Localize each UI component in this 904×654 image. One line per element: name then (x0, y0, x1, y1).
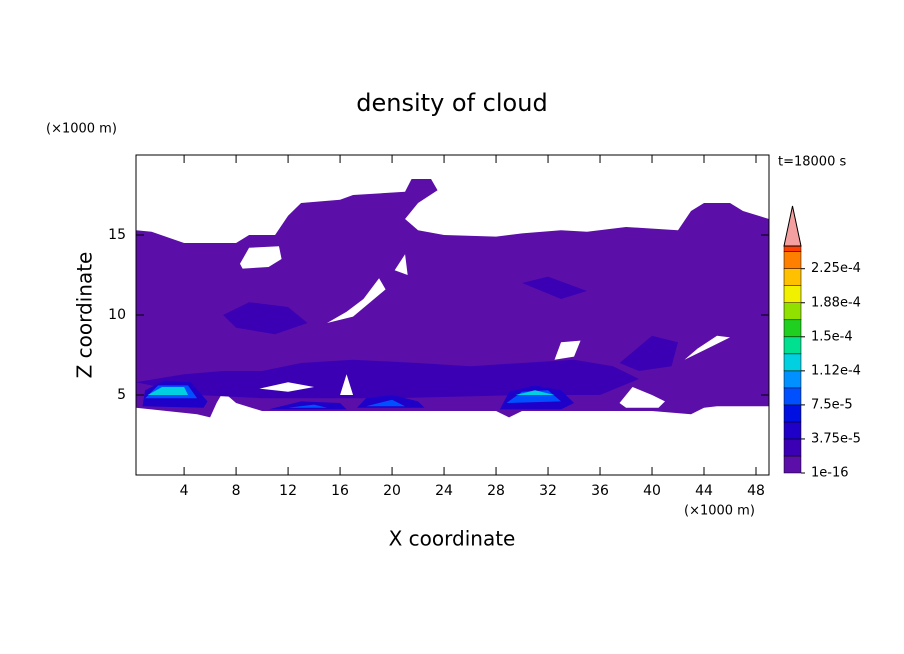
time-label: t=18000 s (778, 155, 846, 170)
colorbar-tick-label: 1.5e-4 (811, 329, 853, 344)
colorbar-band (783, 285, 802, 304)
x-tick-label: 8 (232, 483, 241, 499)
contour-region (136, 179, 769, 418)
chart-title: density of cloud (356, 89, 547, 117)
colorbar-tick-label: 1.12e-4 (811, 363, 861, 378)
colorbar-band (783, 370, 802, 389)
contour-region (522, 276, 588, 299)
empty-region (259, 382, 315, 392)
colorbar-band (783, 268, 802, 286)
colorbar-tick-label: 3.75e-5 (811, 431, 861, 446)
empty-region (340, 374, 354, 395)
colorbar-extend (783, 205, 802, 247)
colorbar-band (783, 404, 802, 423)
colorbar-band (783, 245, 802, 252)
colorbar-band (783, 251, 802, 269)
colorbar-tick-label: 1e-16 (811, 466, 849, 481)
x-tick-label: 16 (331, 483, 349, 499)
empty-region (619, 387, 666, 408)
contour-region (288, 404, 328, 408)
colorbar-band (783, 319, 802, 338)
y-tick-label: 10 (108, 307, 126, 323)
x-tick-label: 12 (279, 483, 297, 499)
y-axis-title: Z coordinate (73, 252, 97, 379)
y-unit: (×1000 m) (46, 122, 117, 137)
x-tick-label: 4 (180, 483, 189, 499)
colorbar-band (783, 336, 802, 355)
colorbar-tick-label: 2.25e-4 (811, 261, 861, 276)
empty-region (394, 254, 408, 275)
x-tick-label: 20 (383, 483, 401, 499)
colorbar-band (783, 438, 802, 457)
y-tick-label: 5 (117, 387, 126, 403)
x-unit: (×1000 m) (684, 504, 755, 519)
contour-region (619, 335, 679, 371)
x-tick-label: 44 (695, 483, 713, 499)
y-tick-label: 15 (108, 227, 126, 243)
empty-region (684, 335, 731, 360)
colorbar-tick-label: 7.5e-5 (811, 397, 853, 412)
contour-region (366, 399, 406, 407)
colorbar-band (783, 455, 802, 474)
empty-region (554, 340, 581, 360)
contour-region (223, 302, 308, 335)
x-tick-label: 32 (539, 483, 557, 499)
colorbar-band (783, 353, 802, 372)
contour-region (515, 390, 555, 395)
empty-region (239, 246, 282, 269)
contour-region (268, 401, 347, 410)
x-tick-label: 48 (747, 483, 765, 499)
colorbar-band (783, 387, 802, 406)
x-tick-label: 36 (591, 483, 609, 499)
x-tick-label: 40 (643, 483, 661, 499)
x-tick-label: 28 (487, 483, 505, 499)
colorbar-band (783, 421, 802, 440)
colorbar-tick-label: 1.88e-4 (811, 295, 861, 310)
colorbar-band (783, 302, 802, 321)
x-axis-title: X coordinate (389, 527, 516, 551)
contour-region (147, 387, 188, 395)
contour-field (136, 179, 769, 418)
x-tick-label: 24 (435, 483, 453, 499)
empty-region (327, 278, 386, 323)
